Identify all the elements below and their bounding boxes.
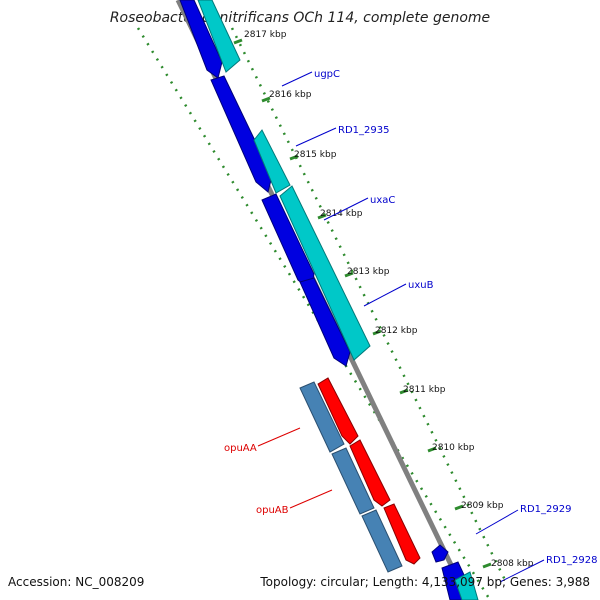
gene-arrow-blue-1[interactable] [179, 0, 223, 79]
gene-arrow-red-3[interactable] [383, 503, 421, 565]
gene-arrow-blue-2[interactable] [210, 75, 273, 193]
gene-arrow-cyan-3[interactable] [279, 185, 371, 361]
leader-line [281, 71, 313, 87]
outer-scale-dotted-line [136, 27, 492, 600]
gene-label-rd1-2928[interactable]: RD1_2928 [546, 555, 597, 566]
gene-block-steelblue-3[interactable] [361, 509, 403, 573]
tick-label: 2810 kbp [432, 443, 475, 453]
gene-label-opuaa[interactable]: opuAA [224, 443, 257, 454]
gene-label-uxub[interactable]: uxuB [408, 280, 434, 291]
accession-text: Accession: NC_008209 [8, 575, 144, 589]
gene-arrow-cyan-4[interactable] [454, 571, 479, 600]
gene-arrow-cyan-1[interactable] [197, 0, 241, 73]
topology-text: Topology: circular; Length: 4,133,097 bp… [259, 575, 590, 589]
gene-arrow-blue-4[interactable] [299, 277, 351, 367]
leader-line [323, 197, 369, 221]
gene-arrow-red-1[interactable] [317, 377, 359, 445]
leader-line [499, 559, 545, 583]
tick-mark [372, 329, 382, 336]
tick-mark [344, 271, 354, 278]
kbp-tick-marks [233, 38, 492, 569]
tick-mark [482, 562, 492, 569]
gene-label-rd1-2929[interactable]: RD1_2929 [520, 504, 571, 515]
gene-label-uxac[interactable]: uxaC [370, 195, 395, 206]
tick-label: 2816 kbp [269, 90, 312, 100]
gene-arrow-blue-small[interactable] [431, 544, 449, 563]
gene-label-opuab[interactable]: opuAB [256, 505, 289, 516]
leader-line [289, 489, 333, 509]
gene-block-steelblue-2[interactable] [331, 447, 375, 515]
tick-label: 2809 kbp [461, 501, 504, 511]
leader-line [475, 509, 519, 535]
leader-line [257, 427, 301, 447]
gene-label-ugpc[interactable]: ugpC [314, 69, 340, 80]
gene-arrow-red-2[interactable] [349, 439, 391, 507]
map-title: Roseobacter denitrificans OCh 114, compl… [110, 10, 490, 26]
gene-block-steelblue-1[interactable] [299, 381, 345, 453]
tick-mark [399, 388, 409, 395]
gene-label-rd1-2935[interactable]: RD1_2935 [338, 125, 389, 136]
tick-mark [427, 446, 437, 453]
leader-line [363, 283, 407, 307]
tick-mark [233, 38, 243, 45]
leader-line [295, 127, 337, 147]
tick-label: 2808 kbp [491, 559, 534, 569]
tick-mark [289, 154, 299, 161]
gene-arrow-cyan-2[interactable] [253, 129, 291, 194]
tick-label: 2817 kbp [244, 30, 287, 40]
tick-label: 2813 kbp [347, 267, 390, 277]
tick-mark [261, 96, 271, 103]
tick-mark [317, 213, 327, 220]
tick-label: 2814 kbp [320, 209, 363, 219]
tick-label: 2812 kbp [375, 326, 418, 336]
tick-mark [454, 504, 464, 511]
tick-label: 2811 kbp [403, 385, 446, 395]
tick-label: 2815 kbp [294, 150, 337, 160]
